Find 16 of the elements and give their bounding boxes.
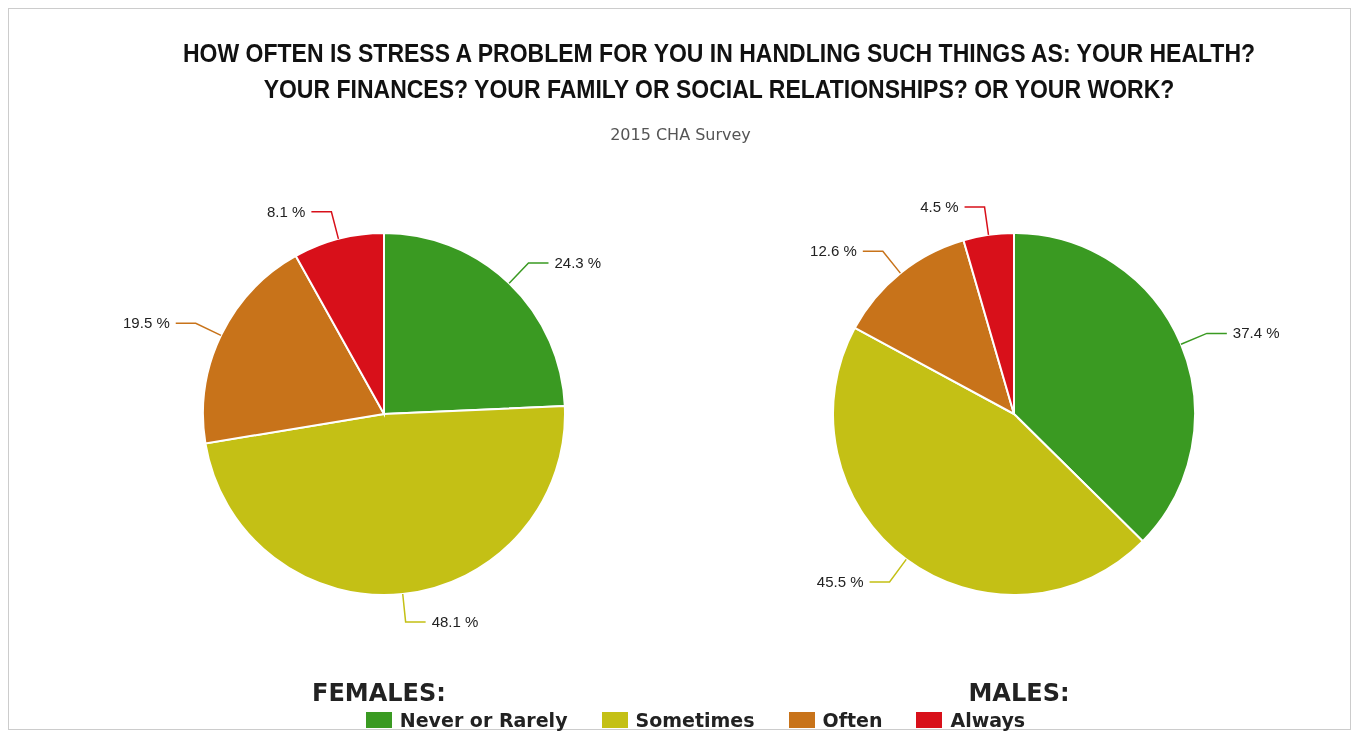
legend-label: Often — [821, 709, 883, 731]
data-label: 24.3 % — [554, 254, 602, 271]
text: MALES: — [967, 679, 1071, 707]
data-label: 8.1 % — [267, 202, 306, 220]
data-label: 12.6 % — [810, 242, 857, 260]
data-label: 19.5 % — [123, 314, 170, 332]
data-label: 4.5 % — [920, 198, 959, 216]
data-label: 45.5 % — [816, 572, 864, 590]
legend-label: Always — [949, 709, 1026, 731]
chart-title: HOW OFTEN IS STRESS A PROBLEM FOR YOU IN HANDLING SUCH THINGS AS: YOUR HEALTH? YOUR FINANCES? YOUR FAMILY OR SOCIAL RELATIONSHIPS? OR YOUR WORK? — [181, 38, 1257, 105]
legend-label: Never or Rarely — [398, 709, 568, 731]
data-label: 48.1 % — [431, 612, 479, 630]
chart-subtitle: 2015 CHA Survey — [609, 125, 752, 144]
data-label: 37.4 % — [1232, 324, 1280, 342]
legend-label: Sometimes — [634, 709, 755, 731]
text: FEMALES: — [311, 679, 447, 707]
